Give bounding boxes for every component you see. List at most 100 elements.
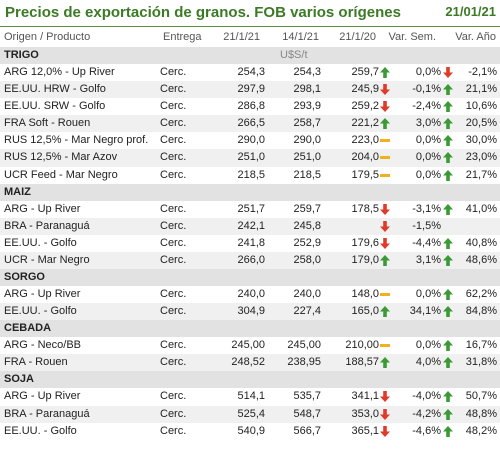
var-ano-cell: 41,0% bbox=[465, 202, 497, 215]
var-sem-cell: -1,5% bbox=[412, 219, 441, 232]
price-year-ago: 179,5 bbox=[351, 168, 379, 181]
product-name: FRA Soft - Rouen bbox=[4, 117, 91, 130]
col-header-var-ano: Var. Año bbox=[455, 31, 496, 43]
var-sem-cell: 0,0% bbox=[415, 288, 441, 301]
table-row: BRA - Paranaguá Cerc. 525,4 548,7 353,0 -4,2%… bbox=[0, 405, 500, 423]
unit-label: U$S/t bbox=[280, 49, 308, 61]
price-current: 514,1 bbox=[237, 390, 265, 403]
delivery-cell: Cerc. bbox=[160, 151, 187, 164]
price-current: 218,5 bbox=[237, 168, 265, 181]
var-sem-cell: 4,0% bbox=[415, 356, 441, 369]
price-year-ago: 204,0 bbox=[351, 151, 379, 164]
price-current: 240,0 bbox=[237, 288, 265, 301]
table-row: RUS 12,5% - Mar Azov Cerc. 251,0 251,0 204,0… bbox=[0, 149, 500, 167]
table-row: ARG - Up River Cerc. 251,7 259,7 178,5 -3,1% 4… bbox=[0, 201, 500, 218]
var-sem-cell: 0,0% bbox=[415, 168, 441, 181]
arrow-up-icon bbox=[442, 337, 454, 354]
arrow-up-icon bbox=[379, 115, 391, 132]
delivery-cell: Cerc. bbox=[160, 219, 187, 232]
price-week-ago: 535,7 bbox=[293, 390, 321, 403]
price-week-ago: 290,0 bbox=[293, 134, 321, 147]
table-row: EE.UU. SRW - Golfo Cerc. 286,8 293,9 259,2 -2… bbox=[0, 98, 500, 115]
delivery-cell: Cerc. bbox=[160, 168, 187, 181]
price-year-ago: 148,0 bbox=[351, 288, 379, 301]
price-year-ago: 245,9 bbox=[351, 83, 379, 96]
product-name: RUS 12,5% - Mar Azov bbox=[4, 151, 118, 164]
section-title: TRIGO bbox=[4, 49, 39, 61]
section-header-sorgo: SORGO bbox=[0, 269, 500, 287]
delivery-cell: Cerc. bbox=[160, 253, 187, 266]
table-row: ARG 12,0% - Up River Cerc. 254,3 254,3 259,7… bbox=[0, 64, 500, 81]
var-ano-cell: 48,6% bbox=[465, 253, 497, 266]
arrow-down-icon bbox=[379, 235, 391, 252]
dash-icon bbox=[379, 149, 391, 166]
delivery-cell: Cerc. bbox=[160, 356, 187, 369]
arrow-up-icon bbox=[442, 235, 454, 252]
delivery-cell: Cerc. bbox=[160, 100, 187, 113]
price-year-ago: 188,57 bbox=[345, 356, 379, 369]
var-sem-cell: -3,1% bbox=[412, 202, 441, 215]
var-sem-cell: -4,6% bbox=[412, 424, 441, 437]
arrow-down-icon bbox=[379, 218, 391, 235]
var-ano-cell: 16,7% bbox=[465, 339, 497, 352]
section-title: SOJA bbox=[4, 373, 34, 386]
var-sem-cell: -4,4% bbox=[412, 236, 441, 249]
price-week-ago: 298,1 bbox=[293, 83, 321, 96]
price-current: 254,3 bbox=[237, 66, 265, 78]
delivery-cell: Cerc. bbox=[160, 83, 187, 96]
arrow-down-icon bbox=[379, 423, 391, 440]
price-year-ago: 178,5 bbox=[351, 202, 379, 215]
price-current: 248,52 bbox=[231, 356, 265, 369]
arrow-up-icon bbox=[379, 252, 391, 269]
var-sem-cell: 0,0% bbox=[415, 134, 441, 147]
col-header-entrega: Entrega bbox=[163, 31, 202, 43]
price-current: 266,0 bbox=[237, 253, 265, 266]
arrow-down-icon bbox=[379, 406, 391, 423]
product-name: UCR Feed - Mar Negro bbox=[4, 168, 118, 181]
price-current: 525,4 bbox=[237, 407, 265, 420]
price-year-ago: 210,00 bbox=[345, 339, 379, 352]
arrow-up-icon bbox=[379, 64, 391, 81]
arrow-up-icon bbox=[442, 167, 454, 184]
section-header-maiz: MAIZ bbox=[0, 183, 500, 201]
arrow-up-icon bbox=[442, 388, 454, 405]
product-name: ARG - Up River bbox=[4, 288, 81, 301]
arrow-up-icon bbox=[442, 406, 454, 423]
product-name: FRA - Rouen bbox=[4, 356, 68, 369]
table-row: EE.UU. - Golfo Cerc. 540,9 566,7 365,1 -4,6% 4… bbox=[0, 423, 500, 440]
arrow-up-icon bbox=[379, 303, 391, 320]
price-week-ago: 227,4 bbox=[293, 305, 321, 318]
var-ano-cell: 31,8% bbox=[465, 356, 497, 369]
delivery-cell: Cerc. bbox=[160, 117, 187, 130]
price-current: 540,9 bbox=[237, 424, 265, 437]
product-name: ARG - Up River bbox=[4, 202, 81, 215]
table-row: RUS 12,5% - Mar Negro prof. Cerc. 290,0 290… bbox=[0, 132, 500, 149]
price-year-ago: 353,0 bbox=[351, 407, 379, 420]
arrow-up-icon bbox=[442, 132, 454, 149]
col-header-origen: Origen / Producto bbox=[4, 31, 91, 43]
section-header-soja: SOJA bbox=[0, 371, 500, 389]
var-sem-cell: 0,0% bbox=[415, 66, 441, 78]
var-sem-cell: -4,2% bbox=[412, 407, 441, 420]
var-ano-cell: 48,2% bbox=[465, 424, 497, 437]
var-ano-cell: 62,2% bbox=[465, 288, 497, 301]
report-date: 21/01/21 bbox=[445, 4, 496, 19]
arrow-up-icon bbox=[442, 303, 454, 320]
var-ano-cell: 23,0% bbox=[465, 151, 497, 164]
arrow-up-icon bbox=[442, 252, 454, 269]
product-name: EE.UU. - Golfo bbox=[4, 424, 77, 437]
price-current: 266,5 bbox=[237, 117, 265, 130]
var-sem-cell: -2,4% bbox=[412, 100, 441, 113]
dash-icon bbox=[379, 167, 391, 184]
product-name: EE.UU. SRW - Golfo bbox=[4, 100, 106, 113]
delivery-cell: Cerc. bbox=[160, 236, 187, 249]
table-row: UCR Feed - Mar Negro Cerc. 218,5 218,5 179,5… bbox=[0, 167, 500, 184]
var-sem-cell: 34,1% bbox=[409, 305, 441, 318]
price-table: TRIGO U$S/t ARG 12,0% - Up River Cerc. 254,3… bbox=[0, 47, 500, 440]
var-ano-cell: 10,6% bbox=[465, 100, 497, 113]
price-week-ago: 251,0 bbox=[293, 151, 321, 164]
delivery-cell: Cerc. bbox=[160, 390, 187, 403]
product-name: BRA - Paranaguá bbox=[4, 407, 90, 420]
product-name: ARG - Up River bbox=[4, 390, 81, 403]
arrow-up-icon bbox=[442, 286, 454, 303]
